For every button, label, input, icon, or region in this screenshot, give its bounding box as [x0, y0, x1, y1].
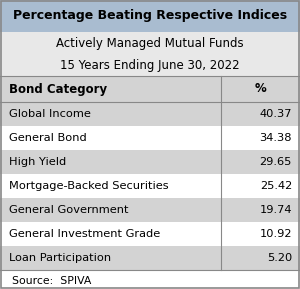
- Text: 34.38: 34.38: [260, 133, 292, 143]
- Text: Percentage Beating Respective Indices: Percentage Beating Respective Indices: [13, 10, 287, 23]
- Text: Bond Category: Bond Category: [9, 82, 107, 95]
- Text: General Bond: General Bond: [9, 133, 87, 143]
- Text: Loan Participation: Loan Participation: [9, 253, 111, 263]
- Text: 15 Years Ending June 30, 2022: 15 Years Ending June 30, 2022: [60, 58, 240, 71]
- Text: High Yield: High Yield: [9, 157, 66, 167]
- Text: %: %: [254, 82, 266, 95]
- Text: Actively Managed Mutual Funds: Actively Managed Mutual Funds: [56, 36, 244, 49]
- Text: General Investment Grade: General Investment Grade: [9, 229, 160, 239]
- Text: 29.65: 29.65: [260, 157, 292, 167]
- Text: 19.74: 19.74: [260, 205, 292, 215]
- Text: Source:  SPIVA: Source: SPIVA: [12, 275, 92, 286]
- Text: 25.42: 25.42: [260, 181, 292, 191]
- Text: 40.37: 40.37: [260, 109, 292, 119]
- Text: 5.20: 5.20: [267, 253, 292, 263]
- Text: General Government: General Government: [9, 205, 128, 215]
- Text: Global Income: Global Income: [9, 109, 91, 119]
- Text: Mortgage-Backed Securities: Mortgage-Backed Securities: [9, 181, 168, 191]
- Text: 10.92: 10.92: [260, 229, 292, 239]
